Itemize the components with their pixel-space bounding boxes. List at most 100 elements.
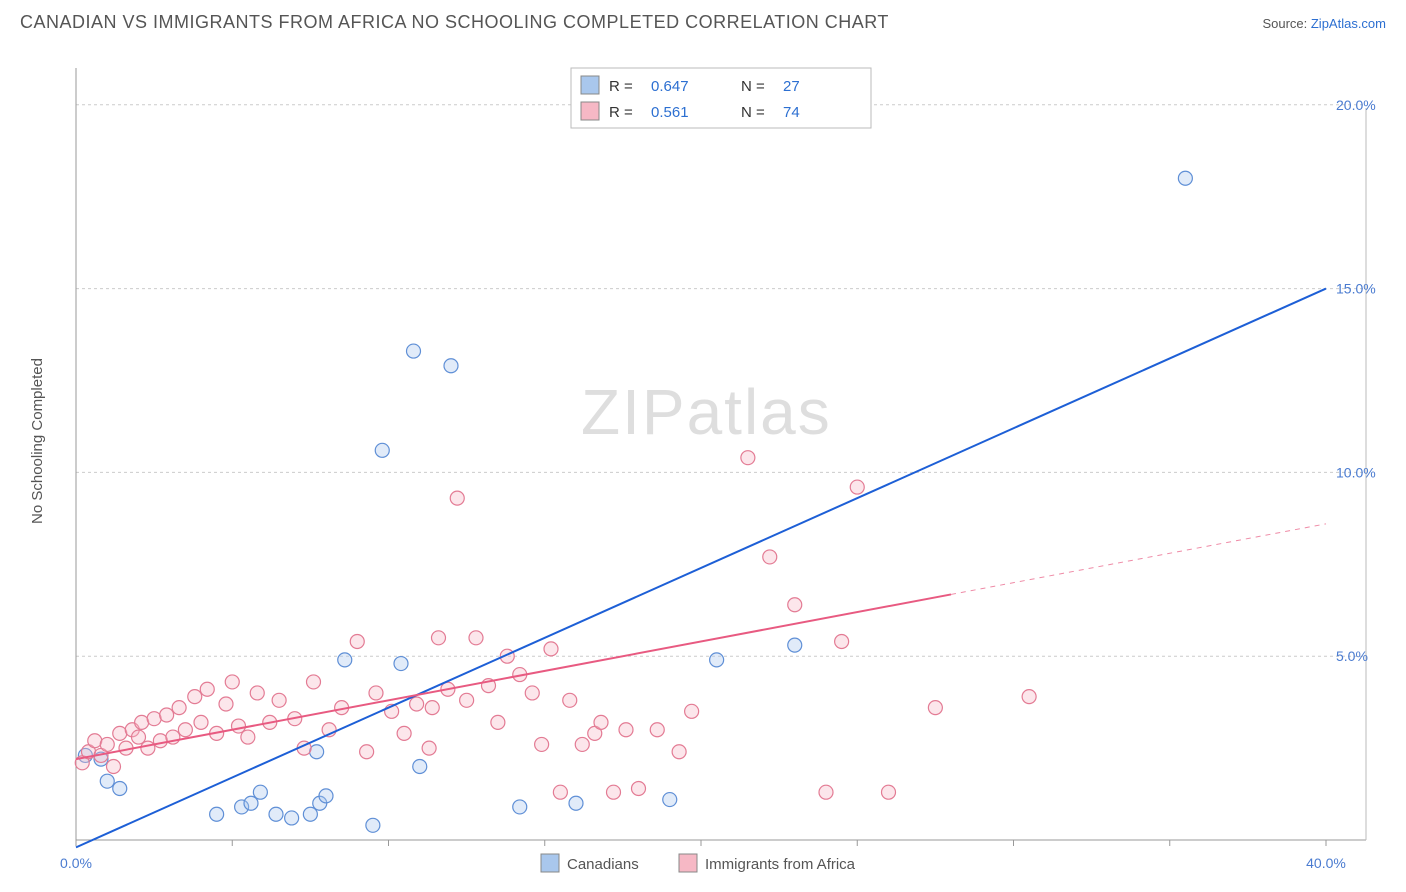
point-africa: [135, 715, 149, 729]
svg-text:ZIPatlas: ZIPatlas: [581, 376, 832, 448]
watermark: ZIPatlas: [581, 376, 832, 448]
legend-n-value-africa: 74: [783, 104, 800, 121]
x-tick-label: 0.0%: [60, 855, 92, 871]
y-tick-label: 20.0%: [1336, 97, 1376, 113]
point-africa: [100, 737, 114, 751]
legend-n-value-canadians: 27: [783, 78, 800, 95]
point-africa: [307, 675, 321, 689]
point-africa: [422, 741, 436, 755]
point-canadians: [407, 344, 421, 358]
point-canadians: [444, 359, 458, 373]
point-africa: [219, 697, 233, 711]
source-attribution: Source: ZipAtlas.com: [1262, 16, 1386, 31]
point-africa: [525, 686, 539, 700]
y-axis-title: No Schooling Completed: [29, 358, 46, 524]
point-africa: [178, 723, 192, 737]
point-canadians: [394, 657, 408, 671]
point-canadians: [285, 811, 299, 825]
point-canadians: [113, 782, 127, 796]
point-africa: [788, 598, 802, 612]
legend-r-value-africa: 0.561: [651, 104, 689, 121]
legend-swatch-africa: [581, 102, 599, 120]
point-canadians: [375, 443, 389, 457]
point-canadians: [569, 796, 583, 810]
y-tick-label: 15.0%: [1336, 281, 1376, 297]
point-canadians: [788, 638, 802, 652]
trend-line-africa: [76, 594, 951, 759]
chart-title: CANADIAN VS IMMIGRANTS FROM AFRICA NO SC…: [20, 12, 889, 33]
point-africa: [819, 785, 833, 799]
point-canadians: [338, 653, 352, 667]
point-canadians: [310, 745, 324, 759]
point-canadians: [269, 807, 283, 821]
point-africa: [410, 697, 424, 711]
point-africa: [607, 785, 621, 799]
legend-r-label: R =: [609, 78, 633, 95]
point-canadians: [366, 818, 380, 832]
point-africa: [882, 785, 896, 799]
point-africa: [632, 782, 646, 796]
point-africa: [397, 726, 411, 740]
point-africa: [741, 451, 755, 465]
point-africa: [141, 741, 155, 755]
point-africa: [450, 491, 464, 505]
source-link[interactable]: ZipAtlas.com: [1311, 16, 1386, 31]
point-africa: [172, 701, 186, 715]
point-africa: [241, 730, 255, 744]
point-africa: [188, 690, 202, 704]
bottom-legend-swatch-africa: [679, 854, 697, 872]
point-africa: [432, 631, 446, 645]
point-canadians: [1178, 171, 1192, 185]
point-canadians: [100, 774, 114, 788]
y-tick-label: 10.0%: [1336, 464, 1376, 480]
point-africa: [194, 715, 208, 729]
point-africa: [369, 686, 383, 700]
point-africa: [553, 785, 567, 799]
point-africa: [650, 723, 664, 737]
point-africa: [563, 693, 577, 707]
point-africa: [153, 734, 167, 748]
point-africa: [835, 634, 849, 648]
legend-r-label: R =: [609, 104, 633, 121]
point-africa: [491, 715, 505, 729]
point-africa: [250, 686, 264, 700]
point-canadians: [253, 785, 267, 799]
point-africa: [160, 708, 174, 722]
point-africa: [594, 715, 608, 729]
correlation-scatter-chart: 0.0%40.0%5.0%10.0%15.0%20.0%No Schooling…: [20, 50, 1386, 882]
bottom-legend-label-africa: Immigrants from Africa: [705, 856, 856, 873]
point-africa: [350, 634, 364, 648]
point-africa: [147, 712, 161, 726]
point-africa: [360, 745, 374, 759]
chart-header: CANADIAN VS IMMIGRANTS FROM AFRICA NO SC…: [0, 0, 1406, 39]
point-canadians: [210, 807, 224, 821]
point-africa: [113, 726, 127, 740]
point-africa: [928, 701, 942, 715]
point-africa: [460, 693, 474, 707]
point-canadians: [413, 759, 427, 773]
chart-container: 0.0%40.0%5.0%10.0%15.0%20.0%No Schooling…: [20, 50, 1386, 882]
legend-n-label: N =: [741, 78, 765, 95]
trend-line-africa-extrapolated: [951, 524, 1326, 595]
trend-line-canadians: [76, 289, 1326, 848]
point-africa: [672, 745, 686, 759]
point-canadians: [513, 800, 527, 814]
point-africa: [535, 737, 549, 751]
point-africa: [272, 693, 286, 707]
point-canadians: [710, 653, 724, 667]
legend-n-label: N =: [741, 104, 765, 121]
bottom-legend-swatch-canadians: [541, 854, 559, 872]
point-africa: [425, 701, 439, 715]
legend-swatch-canadians: [581, 76, 599, 94]
point-canadians: [663, 793, 677, 807]
legend-r-value-canadians: 0.647: [651, 78, 689, 95]
point-africa: [763, 550, 777, 564]
x-tick-label: 40.0%: [1306, 855, 1346, 871]
point-africa: [469, 631, 483, 645]
source-label: Source:: [1262, 16, 1310, 31]
point-africa: [107, 759, 121, 773]
bottom-legend-label-canadians: Canadians: [567, 856, 639, 873]
point-canadians: [319, 789, 333, 803]
point-africa: [1022, 690, 1036, 704]
point-africa: [225, 675, 239, 689]
